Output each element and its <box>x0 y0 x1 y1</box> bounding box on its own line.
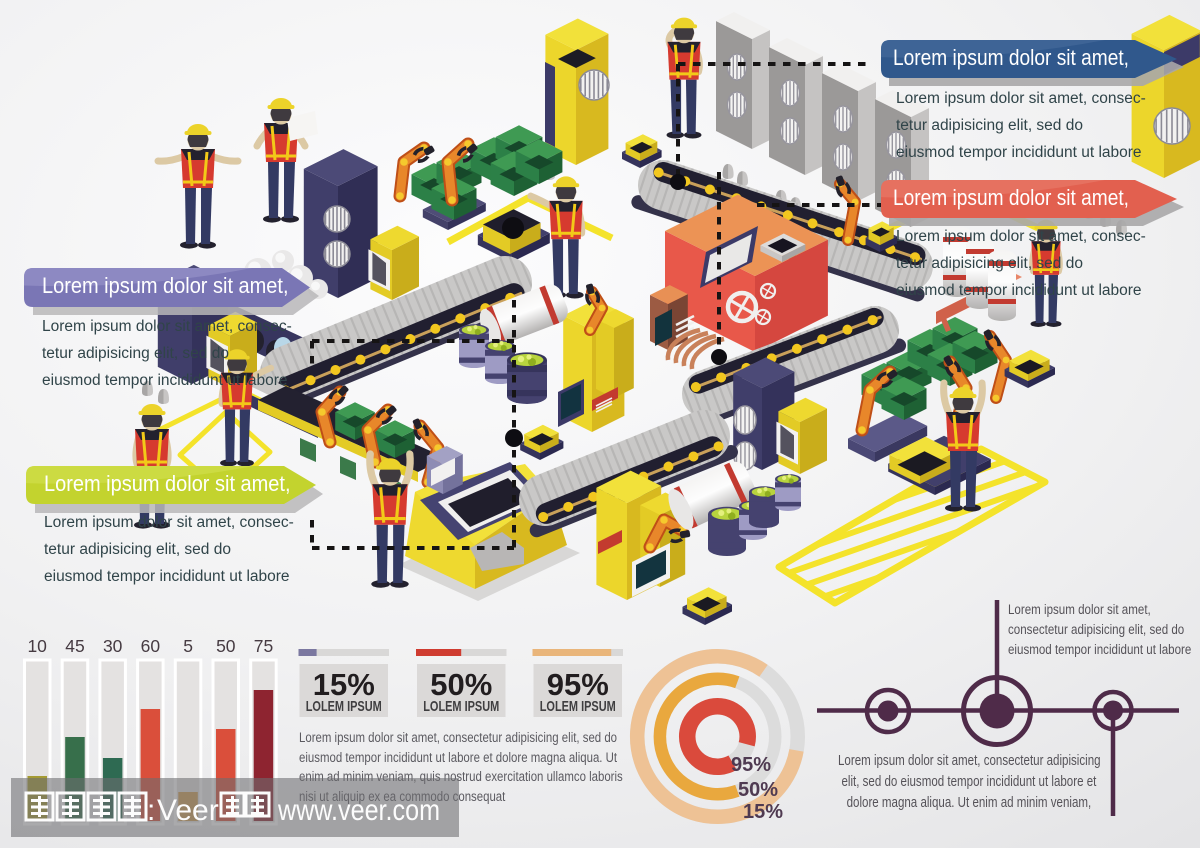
svg-text:45: 45 <box>65 636 84 656</box>
svg-text:LOLEM IPSUM: LOLEM IPSUM <box>306 698 382 715</box>
svg-text:5: 5 <box>183 636 193 656</box>
svg-text:www.veer.com: www.veer.com <box>277 794 440 827</box>
svg-text:50%: 50% <box>738 779 778 801</box>
svg-text:95%: 95% <box>731 754 771 776</box>
svg-text:Veer: Veer <box>157 794 219 827</box>
svg-text:15%: 15% <box>313 667 375 702</box>
svg-text:60: 60 <box>141 636 161 656</box>
svg-text:15%: 15% <box>743 801 783 823</box>
svg-text:30: 30 <box>103 636 123 656</box>
svg-text:10: 10 <box>27 636 47 656</box>
svg-text::: : <box>147 794 155 827</box>
svg-text:50%: 50% <box>430 667 492 702</box>
svg-text:50: 50 <box>216 636 236 656</box>
svg-text:75: 75 <box>254 636 273 656</box>
svg-text:LOLEM IPSUM: LOLEM IPSUM <box>540 698 616 715</box>
svg-text:95%: 95% <box>547 667 609 702</box>
svg-text:LOLEM IPSUM: LOLEM IPSUM <box>423 698 499 715</box>
